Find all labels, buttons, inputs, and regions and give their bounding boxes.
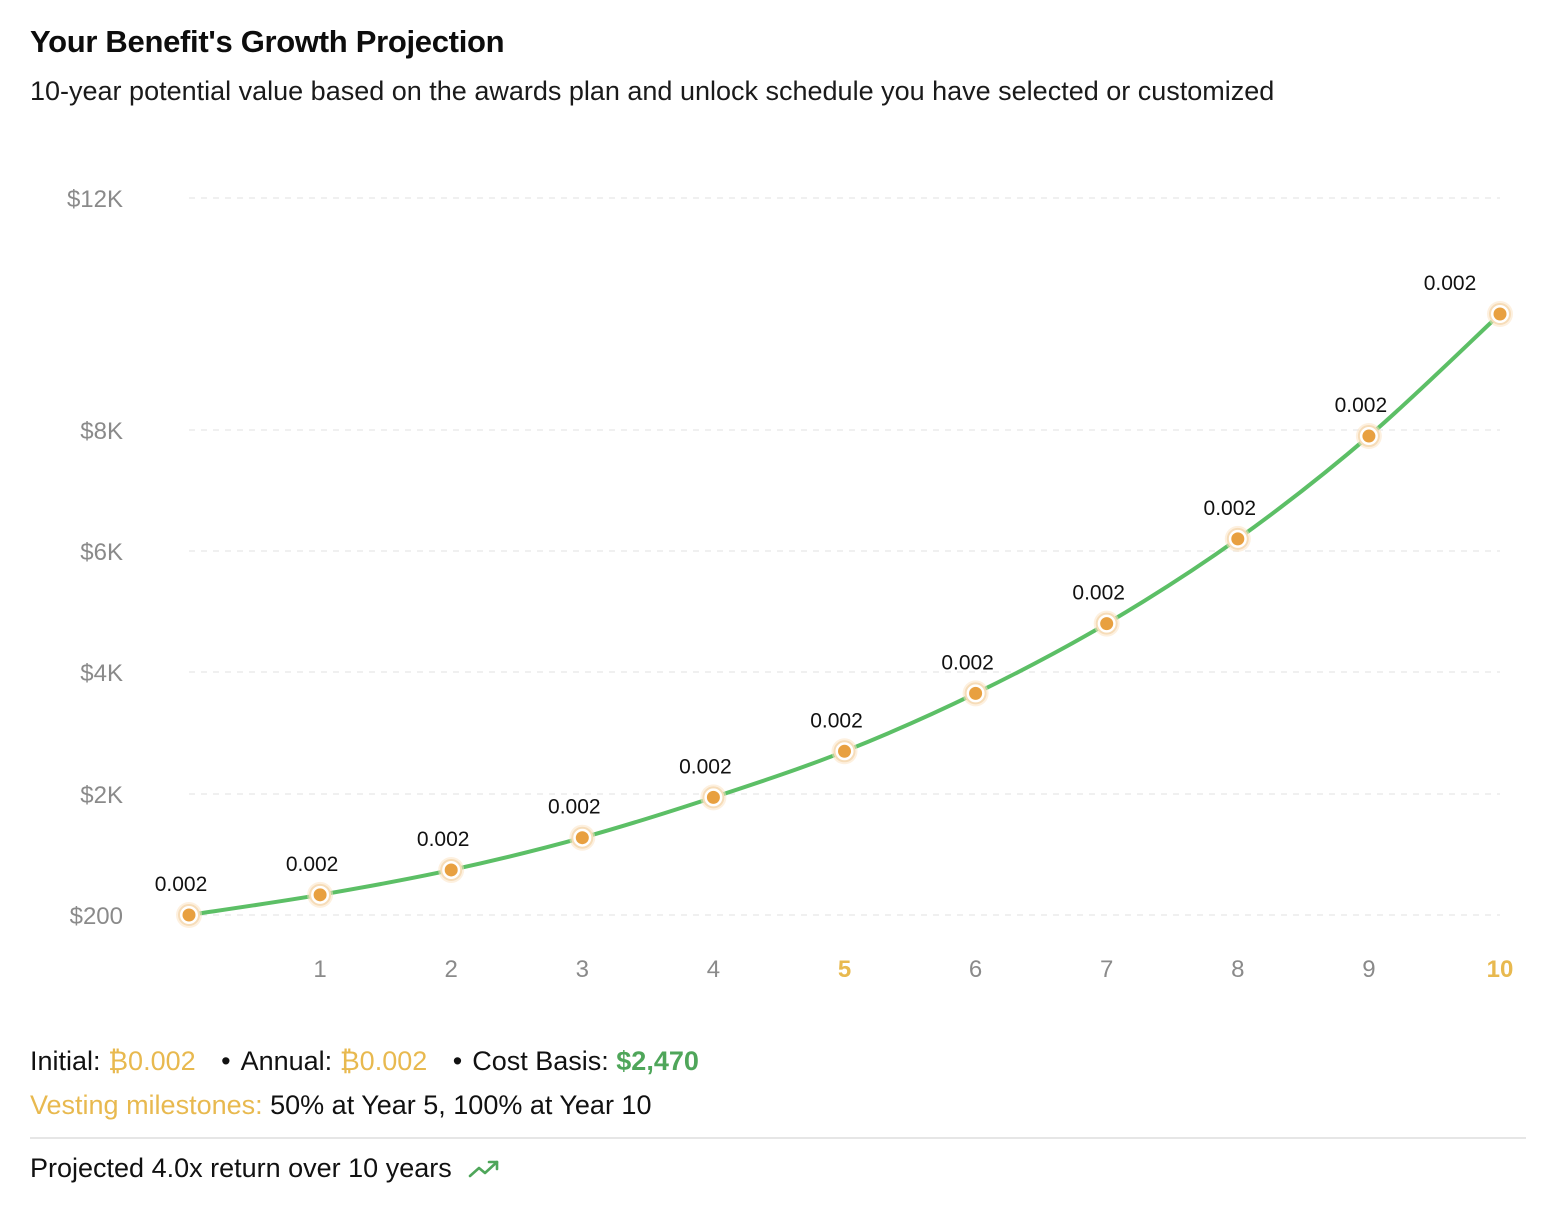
milestones-value: 50% at Year 5, 100% at Year 10 [270, 1090, 652, 1120]
x-axis-ticks: 1 2 3 4 5 6 7 8 9 10 [313, 956, 1513, 983]
y-tick-label: $8K [80, 418, 123, 445]
data-label: 0.002 [810, 709, 863, 732]
data-point[interactable] [438, 856, 465, 883]
cost-basis-label: Cost Basis: [472, 1046, 609, 1076]
data-label: 0.002 [1204, 497, 1257, 520]
annual-label: Annual: [240, 1046, 333, 1076]
data-label: 0.002 [548, 796, 601, 819]
y-tick-label: $200 [70, 903, 123, 930]
data-label: 0.002 [155, 873, 208, 896]
data-point[interactable] [831, 738, 858, 765]
summary-stats: Initial: ₿0.002 • Annual: ₿0.002 • Cost Ba… [30, 1046, 699, 1077]
initial-label: Initial: [30, 1046, 101, 1076]
grid-lines [189, 197, 1500, 916]
x-tick-label: 5 [838, 956, 851, 983]
growth-projection-chart: $200$2K$4K$6K$8K$12K 1 2 3 4 5 6 7 8 9 10 0.0020.… [67, 186, 1513, 983]
data-label: 0.002 [1072, 582, 1125, 605]
x-tick-label: 2 [445, 956, 458, 983]
y-tick-label: $12K [67, 186, 123, 213]
separator-dot: • [221, 1046, 231, 1076]
data-label: 0.002 [286, 853, 339, 876]
separator-dot: • [452, 1046, 463, 1076]
y-axis-ticks: $200 $2K $4K $6K $8K $12K [67, 186, 123, 930]
cost-basis-value: $2,470 [616, 1046, 699, 1076]
data-point[interactable] [569, 824, 596, 851]
initial-value: ₿0.002 [108, 1046, 196, 1076]
y-tick-label: $6K [80, 539, 123, 566]
x-tick-label: 10 [1487, 956, 1514, 983]
x-tick-label: 3 [576, 956, 589, 983]
data-point[interactable] [1093, 610, 1120, 637]
data-label: 0.002 [417, 828, 470, 851]
x-tick-label: 8 [1231, 956, 1244, 983]
data-point[interactable] [1224, 525, 1251, 552]
data-point[interactable] [1487, 301, 1513, 327]
data-point[interactable] [307, 881, 334, 908]
y-tick-label: $2K [80, 782, 123, 809]
trending-up-icon [468, 1158, 500, 1180]
annual-value: ₿0.002 [339, 1046, 428, 1076]
data-point[interactable] [700, 784, 727, 811]
y-tick-label: $4K [80, 660, 123, 687]
data-points [176, 301, 1513, 928]
page-title: Your Benefit's Growth Projection [30, 24, 505, 59]
x-tick-label: 1 [313, 956, 326, 983]
data-label: 0.002 [1424, 272, 1477, 295]
data-label: 0.002 [1335, 394, 1388, 417]
x-tick-label: 6 [969, 956, 982, 983]
x-tick-label: 7 [1100, 956, 1113, 983]
data-label: 0.002 [941, 651, 994, 674]
series-line [187, 312, 1502, 917]
data-point[interactable] [962, 680, 989, 707]
data-point[interactable] [176, 902, 202, 928]
x-tick-label: 9 [1362, 956, 1375, 983]
x-tick-label: 4 [707, 956, 720, 983]
data-point[interactable] [1355, 423, 1382, 450]
projection-text: Projected 4.0x return over 10 years [30, 1153, 452, 1183]
data-label: 0.002 [679, 755, 732, 778]
milestones-label: Vesting milestones: [30, 1090, 263, 1120]
projection-footer: Projected 4.0x return over 10 years [30, 1153, 500, 1184]
divider [30, 1137, 1526, 1139]
data-labels: 0.002 0.002 0.002 0.002 0.002 0.002 0.002 0.002… [155, 272, 1477, 896]
page-subtitle: 10-year potential value based on the awa… [30, 76, 1275, 106]
vesting-milestones: Vesting milestones: 50% at Year 5, 100% … [30, 1090, 651, 1121]
